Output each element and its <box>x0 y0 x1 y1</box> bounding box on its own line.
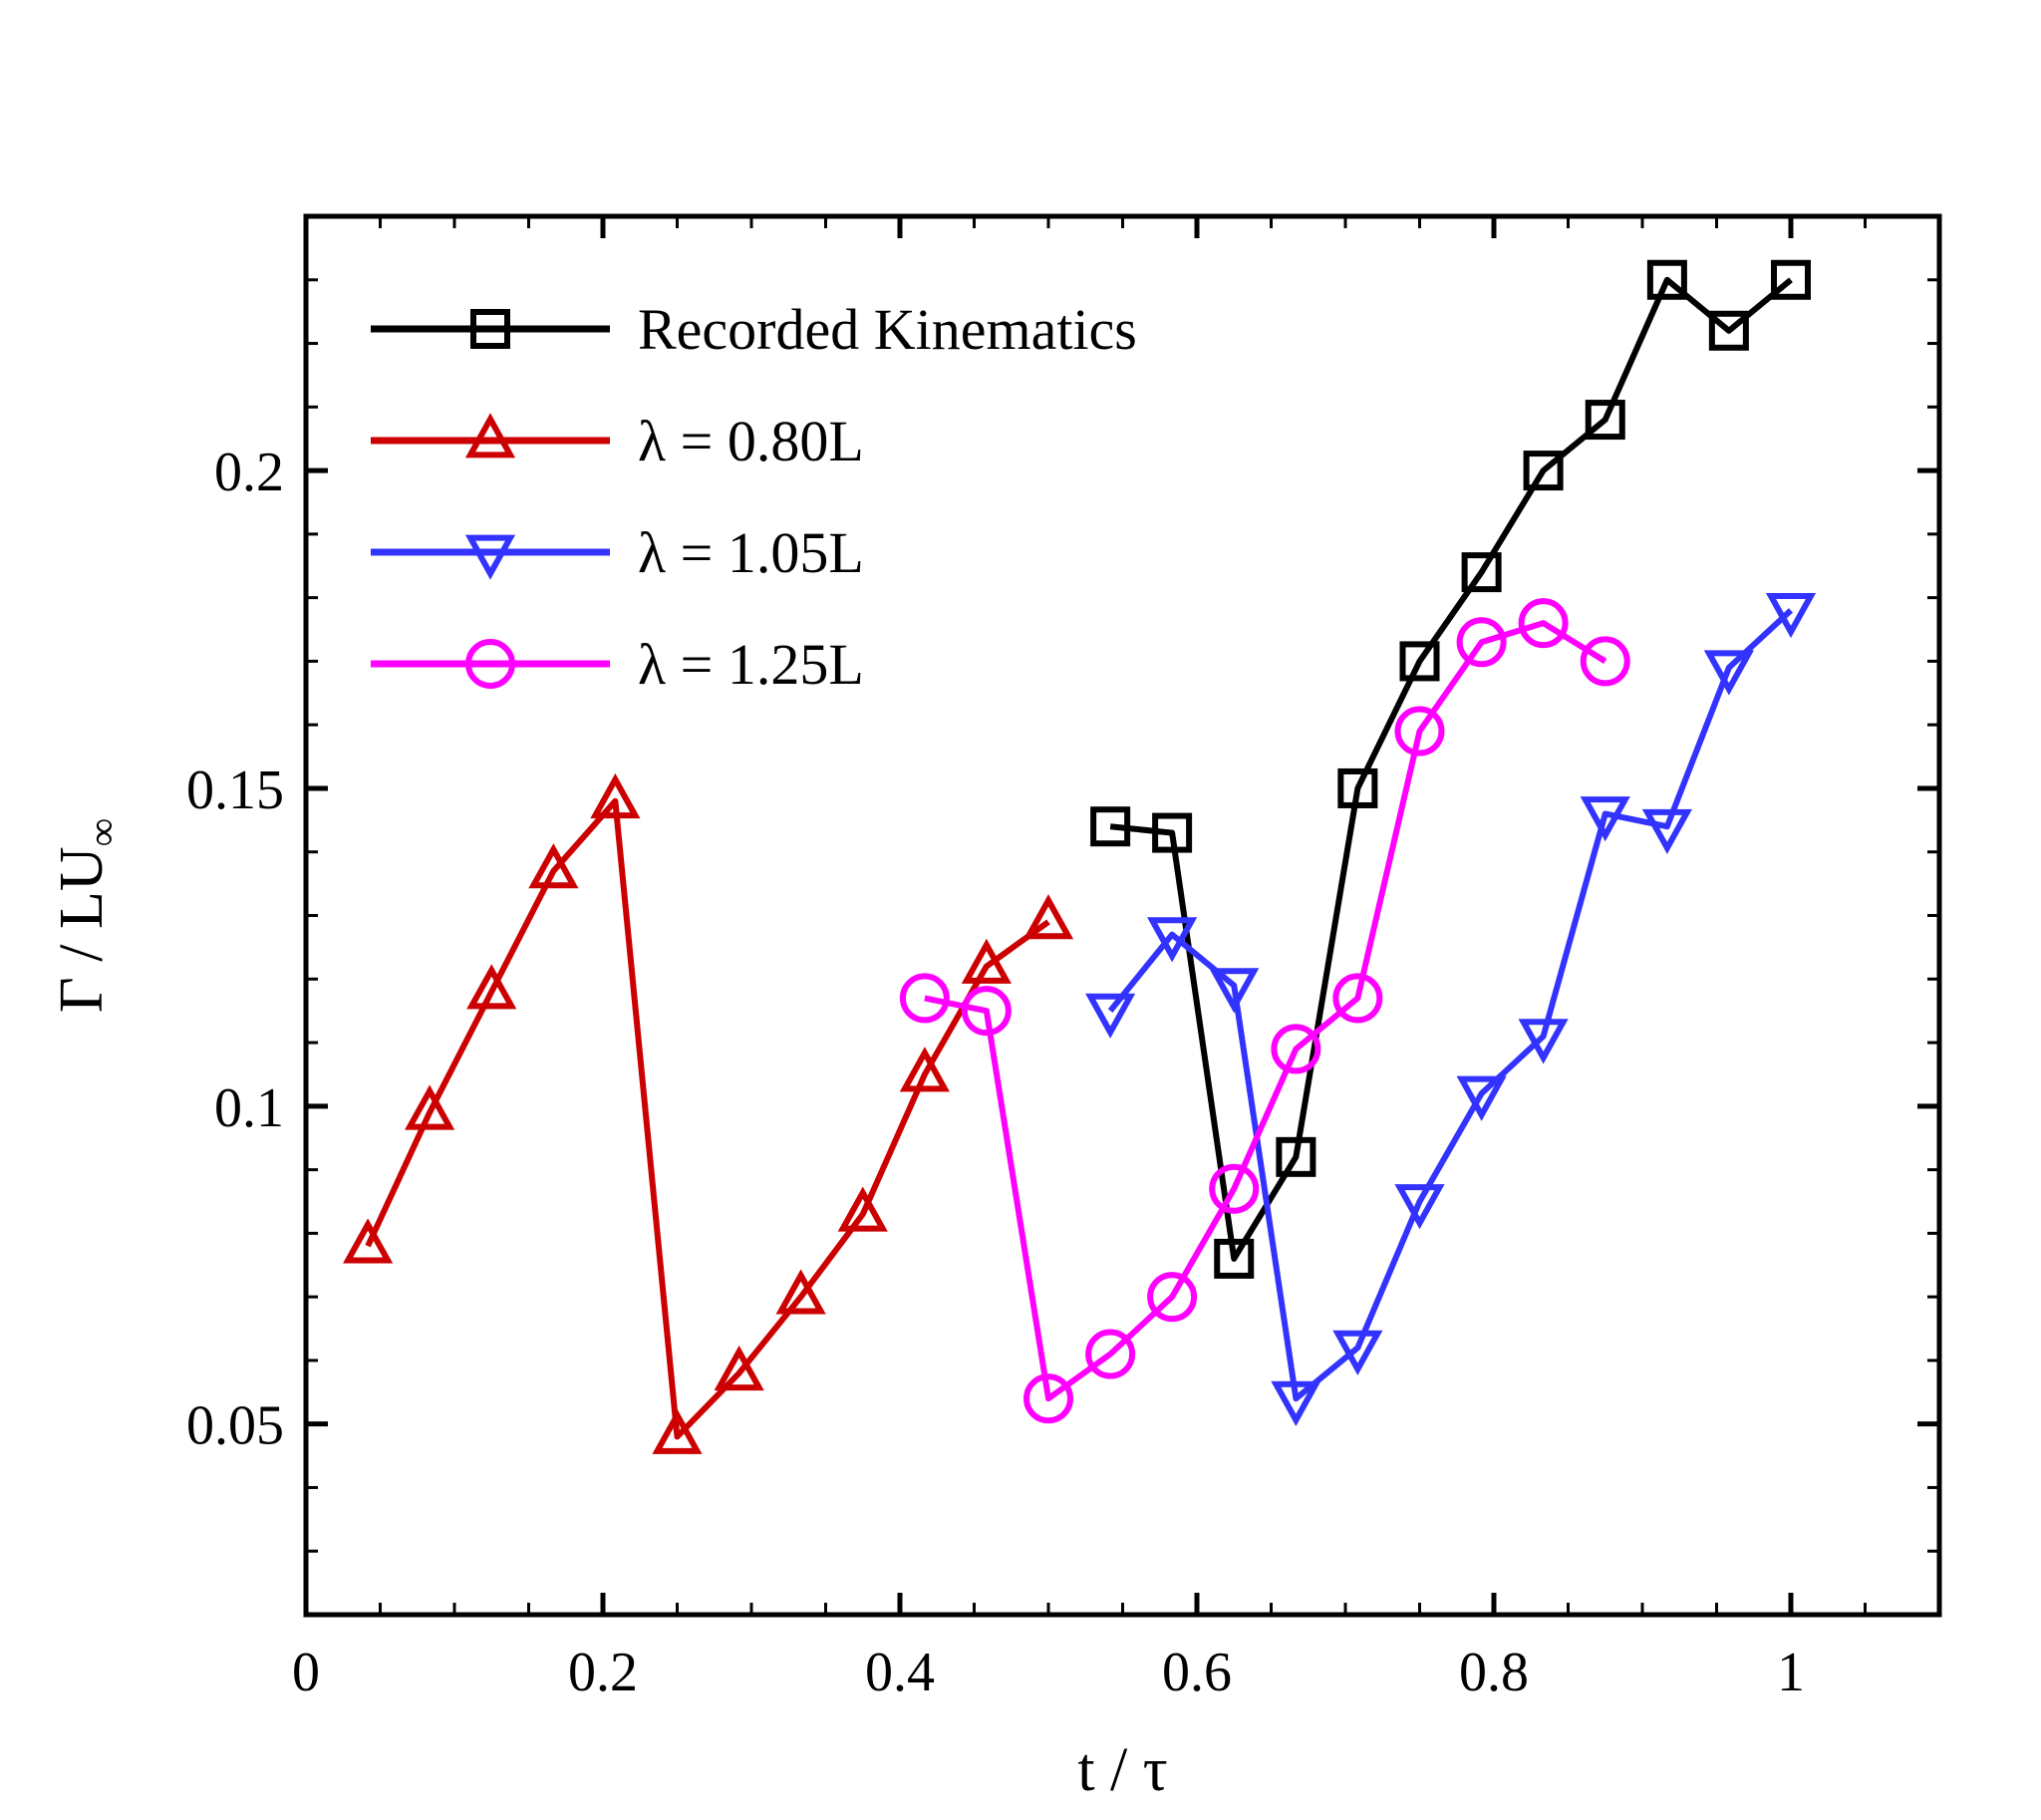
series-line <box>1107 608 1794 1402</box>
data-point <box>1209 1163 1260 1214</box>
series-line <box>924 620 1607 1402</box>
data-point <box>528 843 579 889</box>
legend-entry: λ = 1.05L <box>371 520 864 585</box>
data-point <box>1703 650 1754 696</box>
data-point <box>1765 592 1817 639</box>
data-point <box>1771 259 1811 300</box>
x-tick-label: 0.6 <box>1162 1642 1232 1703</box>
data-point <box>1394 1184 1445 1230</box>
data-point <box>1708 310 1749 351</box>
x-tick-label: 0 <box>292 1642 320 1703</box>
y-axis-title-subscript: ∞ <box>80 818 125 847</box>
data-point <box>1580 796 1630 842</box>
data-point <box>1461 552 1502 593</box>
data-point <box>775 1269 826 1315</box>
data-point <box>1152 812 1193 853</box>
data-point <box>1090 806 1131 847</box>
series-group <box>343 259 1817 1454</box>
legend-marker <box>465 639 515 689</box>
major-ticks <box>303 216 1939 1615</box>
y-axis-title-main: Γ / LU <box>48 846 116 1013</box>
data-point <box>1271 1380 1321 1426</box>
data-point <box>1332 1330 1383 1375</box>
data-point <box>405 1084 455 1130</box>
legend-label: Recorded Kinematics <box>638 297 1137 362</box>
data-point <box>1147 917 1198 963</box>
svg-text:Γ / LU∞: Γ / LU∞ <box>48 818 125 1013</box>
minor-ticks <box>306 214 1941 1617</box>
y-tick-label: 0.2 <box>214 442 284 503</box>
legend-entry: λ = 1.25L <box>371 632 864 697</box>
data-point <box>590 772 641 819</box>
legend-marker <box>464 413 516 458</box>
data-point <box>1276 1136 1316 1177</box>
data-point <box>1580 636 1630 687</box>
data-point <box>343 1218 394 1264</box>
legend-label: λ = 1.25L <box>638 632 864 697</box>
data-point <box>1641 808 1692 854</box>
tick-labels: 0 0.2 0.4 0.6 0.8 1 0.05 0.1 0.15 0.2 <box>186 442 1805 1703</box>
data-point <box>1023 1373 1073 1424</box>
data-point <box>1209 968 1260 1014</box>
data-point <box>1147 1272 1198 1323</box>
x-axis-title: t / τ <box>1077 1736 1167 1804</box>
series-line <box>365 797 1050 1440</box>
data-point <box>1214 1238 1255 1279</box>
data-point <box>899 973 950 1024</box>
legend-marker <box>470 309 510 349</box>
data-point <box>961 986 1012 1037</box>
legend-label: λ = 1.05L <box>638 520 864 585</box>
data-point <box>1394 706 1445 757</box>
data-point <box>652 1408 703 1454</box>
data-point <box>1332 973 1383 1024</box>
x-tick-label: 0.4 <box>865 1642 935 1703</box>
y-tick-label: 0.05 <box>186 1395 284 1457</box>
data-point <box>837 1186 888 1232</box>
y-tick-label: 0.15 <box>186 759 284 821</box>
data-point <box>466 964 517 1010</box>
data-point <box>1022 894 1074 940</box>
x-tick-label: 0.2 <box>568 1642 638 1703</box>
legend: Recorded Kinematics λ = 0.80L λ = 1.05L λ =… <box>371 297 1137 697</box>
data-point <box>899 1047 950 1092</box>
legend-entry: λ = 0.80L <box>371 409 864 473</box>
data-point <box>1585 400 1625 441</box>
data-point <box>961 938 1012 984</box>
data-point <box>1337 767 1378 808</box>
legend-label: λ = 0.80L <box>638 409 864 473</box>
series-3 <box>899 598 1630 1424</box>
data-point <box>1523 451 1564 491</box>
data-point <box>1518 598 1569 649</box>
series-line <box>1109 276 1793 1262</box>
data-point <box>1646 259 1687 300</box>
plot-frame <box>303 213 1942 1618</box>
data-point <box>1085 1329 1136 1379</box>
series-1 <box>343 772 1074 1454</box>
data-point <box>714 1345 764 1391</box>
data-point <box>1085 993 1136 1039</box>
x-tick-label: 0.8 <box>1459 1642 1529 1703</box>
x-tick-label: 1 <box>1777 1642 1805 1703</box>
data-point <box>1456 1075 1507 1121</box>
data-point <box>1518 1019 1569 1064</box>
data-point <box>1456 617 1507 668</box>
y-axis-title: Γ / LU∞ <box>48 818 125 1013</box>
y-tick-label: 0.1 <box>214 1077 284 1139</box>
legend-marker <box>464 534 516 580</box>
legend-entry: Recorded Kinematics <box>371 297 1137 362</box>
series-2 <box>1085 592 1817 1426</box>
series-0 <box>1090 259 1811 1279</box>
data-point <box>1271 1024 1321 1074</box>
data-point <box>1399 641 1440 682</box>
